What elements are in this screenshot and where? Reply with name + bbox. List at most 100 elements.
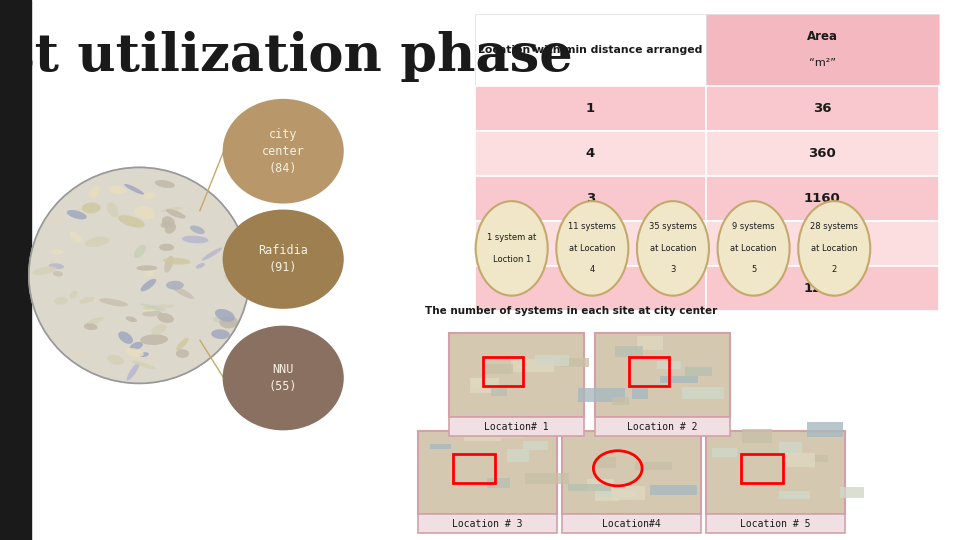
- Bar: [684, 367, 712, 376]
- Ellipse shape: [166, 281, 183, 289]
- Bar: [712, 448, 736, 457]
- Ellipse shape: [134, 245, 146, 258]
- Bar: [612, 397, 629, 405]
- Bar: [807, 422, 843, 436]
- Ellipse shape: [160, 221, 172, 228]
- Text: city
center
(84): city center (84): [262, 127, 304, 175]
- Ellipse shape: [139, 352, 149, 357]
- Ellipse shape: [144, 265, 155, 276]
- Text: at Location: at Location: [569, 244, 615, 253]
- Bar: [483, 363, 513, 374]
- Ellipse shape: [29, 167, 250, 383]
- Bar: [560, 358, 589, 367]
- Bar: [840, 487, 864, 498]
- Text: 28 systems: 28 systems: [810, 222, 858, 231]
- Bar: [568, 484, 612, 491]
- Ellipse shape: [190, 225, 204, 234]
- Ellipse shape: [636, 201, 708, 295]
- Text: Location # 3: Location # 3: [452, 519, 523, 529]
- Ellipse shape: [165, 224, 176, 234]
- Ellipse shape: [219, 316, 238, 328]
- Bar: [780, 491, 810, 499]
- Bar: [807, 455, 828, 462]
- Ellipse shape: [215, 309, 235, 322]
- Ellipse shape: [124, 184, 144, 194]
- Ellipse shape: [476, 201, 547, 295]
- Ellipse shape: [126, 348, 144, 357]
- Bar: [779, 442, 802, 455]
- Bar: [523, 441, 548, 450]
- Bar: [706, 14, 939, 86]
- Ellipse shape: [142, 306, 159, 312]
- FancyBboxPatch shape: [707, 514, 846, 534]
- Bar: [430, 444, 451, 449]
- Bar: [487, 478, 510, 488]
- Bar: [511, 359, 554, 372]
- Bar: [475, 86, 706, 131]
- Ellipse shape: [89, 186, 100, 198]
- Bar: [629, 357, 669, 386]
- Bar: [525, 473, 568, 484]
- Bar: [632, 386, 648, 399]
- Ellipse shape: [127, 362, 139, 380]
- Text: 36: 36: [813, 102, 831, 116]
- Bar: [657, 361, 681, 369]
- FancyBboxPatch shape: [449, 417, 584, 436]
- Ellipse shape: [134, 206, 155, 219]
- Text: Loction 1: Loction 1: [492, 255, 531, 264]
- Text: 2: 2: [831, 266, 837, 274]
- Ellipse shape: [118, 332, 133, 344]
- FancyBboxPatch shape: [595, 333, 730, 417]
- Bar: [706, 221, 939, 266]
- Bar: [595, 494, 619, 501]
- Bar: [453, 454, 494, 483]
- Text: 11 systems: 11 systems: [568, 222, 616, 231]
- Bar: [614, 346, 643, 357]
- Bar: [660, 376, 698, 383]
- Bar: [786, 453, 815, 468]
- FancyBboxPatch shape: [419, 431, 557, 514]
- Ellipse shape: [69, 291, 78, 299]
- Bar: [470, 379, 499, 393]
- Text: 4: 4: [586, 147, 595, 160]
- Ellipse shape: [224, 327, 343, 429]
- Ellipse shape: [196, 263, 204, 268]
- Text: 360: 360: [808, 147, 836, 160]
- Ellipse shape: [556, 201, 628, 295]
- Text: 300: 300: [808, 237, 836, 250]
- Bar: [650, 485, 697, 495]
- Text: 1160: 1160: [804, 192, 841, 205]
- Text: NNU
(55): NNU (55): [269, 363, 298, 393]
- FancyBboxPatch shape: [449, 333, 584, 417]
- Ellipse shape: [132, 361, 156, 369]
- Ellipse shape: [177, 338, 188, 350]
- Text: 1 system at: 1 system at: [487, 233, 537, 242]
- Text: 3: 3: [670, 266, 676, 274]
- Text: 3: 3: [586, 192, 595, 205]
- Bar: [475, 131, 706, 176]
- Ellipse shape: [68, 349, 88, 357]
- Bar: [741, 454, 782, 483]
- Text: Rafidia
(91): Rafidia (91): [258, 244, 308, 274]
- Ellipse shape: [799, 201, 870, 295]
- Ellipse shape: [140, 303, 166, 311]
- Ellipse shape: [118, 215, 145, 227]
- Ellipse shape: [53, 271, 63, 276]
- Ellipse shape: [143, 192, 156, 199]
- Text: 35 systems: 35 systems: [649, 222, 697, 231]
- Ellipse shape: [141, 356, 157, 362]
- Bar: [595, 490, 636, 496]
- Ellipse shape: [55, 297, 67, 305]
- Text: “m²”: “m²”: [808, 58, 836, 68]
- Ellipse shape: [166, 209, 186, 219]
- Ellipse shape: [718, 201, 789, 295]
- Bar: [475, 176, 706, 221]
- Ellipse shape: [79, 297, 95, 303]
- Ellipse shape: [70, 232, 83, 243]
- Ellipse shape: [211, 329, 229, 339]
- Ellipse shape: [155, 180, 175, 188]
- Ellipse shape: [84, 323, 98, 330]
- Ellipse shape: [51, 249, 63, 255]
- Ellipse shape: [107, 355, 124, 365]
- Ellipse shape: [172, 286, 194, 299]
